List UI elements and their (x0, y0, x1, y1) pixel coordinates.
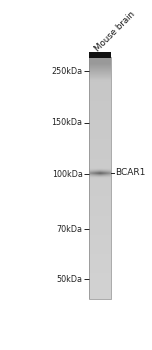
Text: BCAR1: BCAR1 (116, 168, 146, 177)
Text: 150kDa: 150kDa (52, 118, 83, 127)
Text: 100kDa: 100kDa (52, 169, 83, 178)
Text: 250kDa: 250kDa (52, 66, 83, 76)
Text: Mouse brain: Mouse brain (93, 9, 137, 53)
Bar (89, 52, 111, 58)
Text: 50kDa: 50kDa (57, 275, 83, 284)
Bar (89, 57, 111, 299)
Text: 70kDa: 70kDa (57, 225, 83, 234)
